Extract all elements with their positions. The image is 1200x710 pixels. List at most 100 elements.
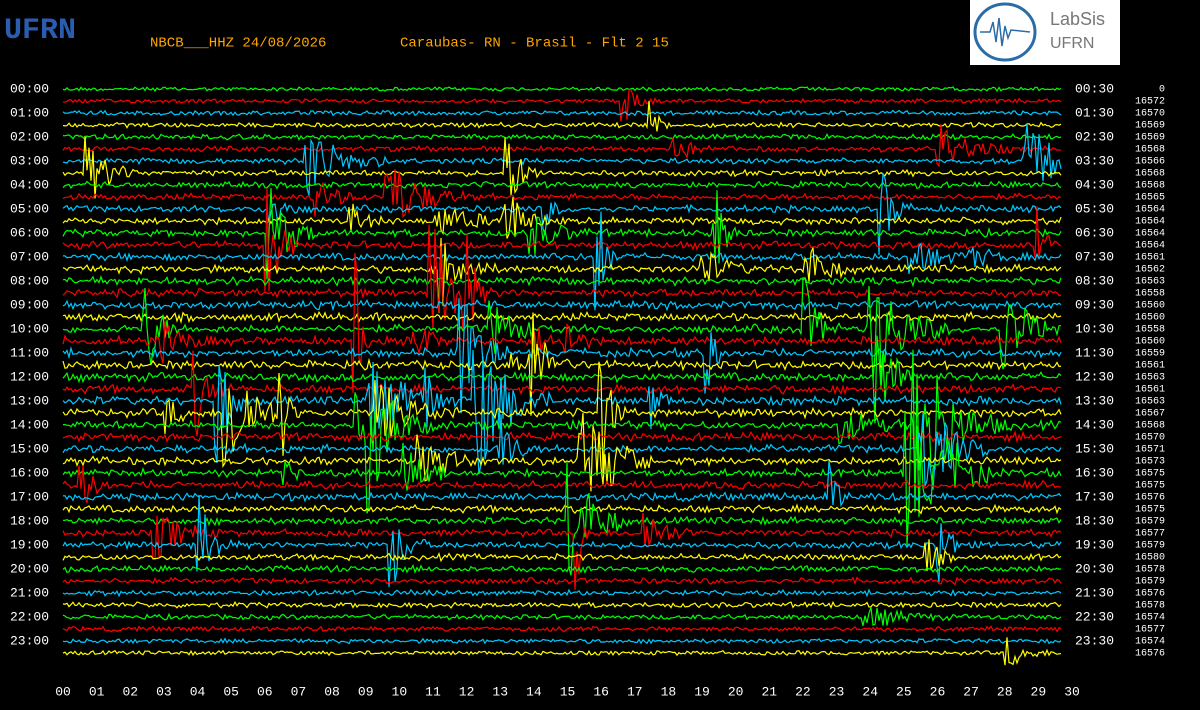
- right-count-label: 16574: [1135, 637, 1165, 648]
- trace: [62, 539, 1062, 572]
- trace: [62, 512, 1062, 590]
- trace: [62, 171, 1062, 255]
- trace: [62, 89, 1062, 122]
- left-time-label: 08:00: [10, 273, 49, 288]
- right-count-label: 16569: [1135, 121, 1165, 132]
- trace: [62, 430, 1062, 444]
- x-minute-label: 11: [425, 684, 441, 699]
- trace: [62, 335, 1062, 424]
- right-time-label: 14:30: [1075, 417, 1114, 432]
- left-logo: UFRN: [4, 14, 76, 48]
- right-count-label: 16564: [1135, 241, 1165, 252]
- right-time-label: 17:30: [1075, 489, 1114, 504]
- right-count-label: 16577: [1135, 625, 1165, 636]
- x-minute-label: 12: [459, 684, 475, 699]
- right-time-label: 10:30: [1075, 321, 1114, 336]
- left-time-label: 10:00: [10, 321, 49, 336]
- left-time-label: 23:00: [10, 633, 49, 648]
- trace: [62, 135, 1062, 199]
- right-count-label: 16560: [1135, 313, 1165, 324]
- trace: [62, 312, 1062, 416]
- trace: [62, 465, 1062, 504]
- right-count-label: 16568: [1135, 145, 1165, 156]
- left-time-label: 21:00: [10, 585, 49, 600]
- right-time-label: 21:30: [1075, 585, 1114, 600]
- right-count-label: 16561: [1135, 361, 1165, 372]
- right-count-label: 16563: [1135, 277, 1165, 288]
- trace: [62, 503, 1062, 515]
- x-minute-label: 06: [257, 684, 273, 699]
- x-minute-label: 02: [122, 684, 138, 699]
- trace: [62, 462, 1062, 576]
- x-minute-label: 18: [661, 684, 677, 699]
- right-count-label: 16558: [1135, 325, 1165, 336]
- trace: [62, 275, 1062, 288]
- right-count-label: 16570: [1135, 433, 1165, 444]
- trace: [62, 413, 1062, 490]
- left-time-label: 14:00: [10, 417, 49, 432]
- right-time-label: 13:30: [1075, 393, 1114, 408]
- trace: [62, 298, 1062, 312]
- right-count-label: 16558: [1135, 289, 1165, 300]
- x-minute-label: 05: [223, 684, 239, 699]
- left-time-label: 18:00: [10, 513, 49, 528]
- x-minute-label: 00: [55, 684, 71, 699]
- trace: [62, 637, 1062, 645]
- right-count-label: 16572: [1135, 97, 1165, 108]
- logo-ring: [973, 2, 1037, 62]
- location-title: Caraubas- RN - Brasil - Flt 2 15: [400, 36, 669, 52]
- trace: [62, 563, 1062, 574]
- right-count-label: 16580: [1135, 553, 1165, 564]
- trace: [62, 179, 1062, 190]
- trace: [62, 349, 1062, 475]
- right-time-label: 06:30: [1075, 225, 1114, 240]
- right-count-label: 16579: [1135, 517, 1165, 528]
- right-count-label: 16569: [1135, 133, 1165, 144]
- right-logo-subtitle: UFRN: [1050, 35, 1094, 52]
- right-time-label: 02:30: [1075, 129, 1114, 144]
- right-count-label: 16563: [1135, 397, 1165, 408]
- x-minute-label: 04: [190, 684, 206, 699]
- trace: [62, 361, 1062, 474]
- x-minute-label: 10: [392, 684, 408, 699]
- left-time-label: 11:00: [10, 345, 49, 360]
- right-count-label: 16561: [1135, 385, 1165, 396]
- trace: [62, 86, 1062, 93]
- right-count-label: 16579: [1135, 541, 1165, 552]
- right-logo-title: LabSis: [1050, 9, 1105, 29]
- trace: [62, 132, 1062, 141]
- right-time-label: 03:30: [1075, 153, 1114, 168]
- right-count-label: 16573: [1135, 457, 1165, 468]
- right-count-label: 16568: [1135, 181, 1165, 192]
- trace: [62, 109, 1062, 117]
- trace: [62, 576, 1062, 586]
- right-count-label: 0: [1159, 85, 1165, 96]
- trace: [62, 625, 1062, 633]
- right-time-label: 16:30: [1075, 465, 1114, 480]
- trace: [62, 237, 1062, 313]
- x-minute-label: 15: [560, 684, 576, 699]
- right-count-label: 16574: [1135, 613, 1165, 624]
- trace: [62, 310, 1062, 325]
- right-count-label: 16578: [1135, 565, 1165, 576]
- logo-wave: [980, 17, 1031, 47]
- right-time-label: 15:30: [1075, 441, 1114, 456]
- left-time-label: 05:00: [10, 201, 49, 216]
- right-count-label: 16567: [1135, 409, 1165, 420]
- left-time-label: 04:00: [10, 177, 49, 192]
- right-count-label: 16575: [1135, 505, 1165, 516]
- left-time-label: 16:00: [10, 465, 49, 480]
- right-time-label: 01:30: [1075, 105, 1114, 120]
- right-count-label: 16561: [1135, 253, 1165, 264]
- trace: [62, 123, 1062, 168]
- right-count-label: 16564: [1135, 205, 1165, 216]
- right-count-label: 16578: [1135, 601, 1165, 612]
- traces: [62, 86, 1062, 666]
- x-minute-label: 07: [291, 684, 307, 699]
- trace: [63, 211, 1062, 311]
- x-minute-label: 16: [593, 684, 609, 699]
- trace: [62, 252, 1062, 393]
- left-time-label: 20:00: [10, 561, 49, 576]
- x-minute-label: 25: [896, 684, 912, 699]
- x-minute-label: 23: [829, 684, 845, 699]
